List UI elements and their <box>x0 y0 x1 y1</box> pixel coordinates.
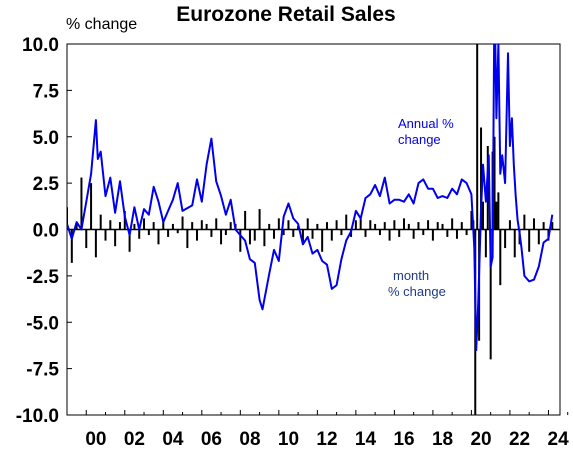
y-tick-label: -5.0 <box>26 313 59 334</box>
annual-change-line <box>67 44 554 352</box>
x-tick-label: 08 <box>239 429 260 450</box>
y-tick-label: -10.0 <box>16 406 59 427</box>
annotation-text: month <box>393 268 429 283</box>
x-tick-label: 04 <box>162 429 184 450</box>
x-tick-label: 20 <box>470 429 491 450</box>
annotation-text: change <box>398 132 441 147</box>
x-tick-label: 06 <box>201 429 222 450</box>
x-tick-label: 14 <box>355 429 377 450</box>
plot-area <box>66 43 569 416</box>
x-tick-label: 02 <box>124 429 145 450</box>
series-annual-change <box>67 44 554 352</box>
y-tick-labels: 10.0 7.5 5.0 2.5 0.0 -2.5 -5.0 -7.5 -10.0 <box>16 35 60 427</box>
y-tick-label: 0.0 <box>33 221 59 242</box>
x-tick-label: 22 <box>509 429 530 450</box>
x-tick-labels: 00 02 04 06 08 10 12 14 16 18 20 22 24 <box>85 429 569 450</box>
annotation-text: Annual % <box>398 116 454 131</box>
x-tick-label: 10 <box>278 429 299 450</box>
x-tick-label: 00 <box>85 429 106 450</box>
chart-title: Eurozone Retail Sales <box>176 3 395 26</box>
x-tick-label: 16 <box>393 429 414 450</box>
y-tick-label: 7.5 <box>33 81 60 102</box>
annotations: Annual %change month% change <box>388 116 454 299</box>
y-tick-label: -2.5 <box>26 267 59 288</box>
y-tick-label: 10.0 <box>22 35 59 56</box>
y-tick-label: 5.0 <box>33 128 59 149</box>
annotation-text: % change <box>388 284 446 299</box>
y-tick-label: -7.5 <box>26 360 59 381</box>
x-tick-label: 18 <box>432 429 453 450</box>
y-axis-label: % change <box>66 16 137 33</box>
x-tick-label: 12 <box>316 429 337 450</box>
y-tick-label: 2.5 <box>33 174 60 195</box>
x-tick-label: 24 <box>548 429 570 450</box>
